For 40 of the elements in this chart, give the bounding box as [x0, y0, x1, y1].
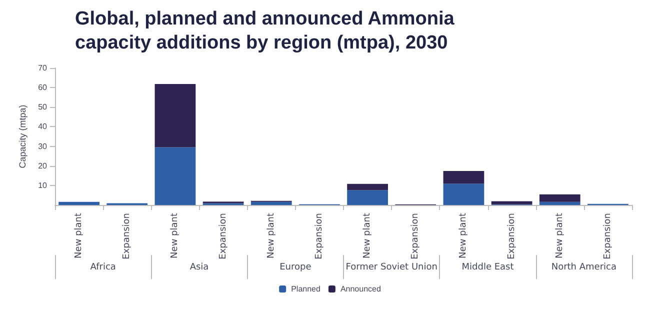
y-tick-label: 20: [38, 161, 48, 170]
y-tick-label: 10: [38, 180, 48, 190]
bar: [539, 202, 580, 205]
chart-title: Global, planned and announced Ammonia capacity additions by region (mtpa), 2030: [75, 8, 455, 54]
x-tick-label: New plant: [362, 212, 373, 258]
y-axis-title: Capacity (mtpa): [18, 104, 28, 168]
text: Europe: [280, 262, 312, 272]
x-tick-label: Expansion: [314, 213, 324, 260]
bar: [539, 194, 580, 202]
bar: [347, 190, 388, 205]
text: North America: [551, 262, 617, 272]
x-tick-label: Expansion: [506, 213, 517, 260]
legend-label: Planned: [291, 284, 320, 294]
bar: [491, 201, 532, 204]
x-tick-label: Expansion: [410, 213, 421, 260]
x-tick-label: New plant: [458, 212, 469, 258]
bar: [443, 184, 484, 205]
text: Asia: [190, 262, 209, 272]
x-tick-label: Expansion: [218, 213, 228, 260]
x-tick-label: New plant: [74, 212, 84, 258]
text: Former Soviet Union: [346, 262, 438, 272]
bar: [347, 184, 388, 190]
y-tick-label: 70: [38, 64, 48, 72]
x-tick-label: New plant: [554, 212, 565, 258]
legend-label: Announced: [340, 284, 381, 294]
x-tick-label: Expansion: [602, 213, 613, 260]
y-tick-label: 60: [38, 83, 48, 92]
bar: [154, 147, 196, 205]
x-tick-label: New plant: [266, 212, 276, 258]
y-tick-label: 40: [38, 122, 48, 132]
text: Africa: [90, 262, 116, 272]
text: Middle East: [462, 262, 514, 272]
bar: [443, 170, 484, 184]
y-tick-label: 50: [38, 102, 48, 112]
x-tick-label: Expansion: [122, 213, 132, 260]
x-tick-label: New plant: [170, 212, 180, 258]
y-tick-label: 30: [38, 142, 48, 151]
bar: [58, 202, 100, 205]
bar: [250, 202, 292, 205]
bar: [154, 84, 196, 148]
